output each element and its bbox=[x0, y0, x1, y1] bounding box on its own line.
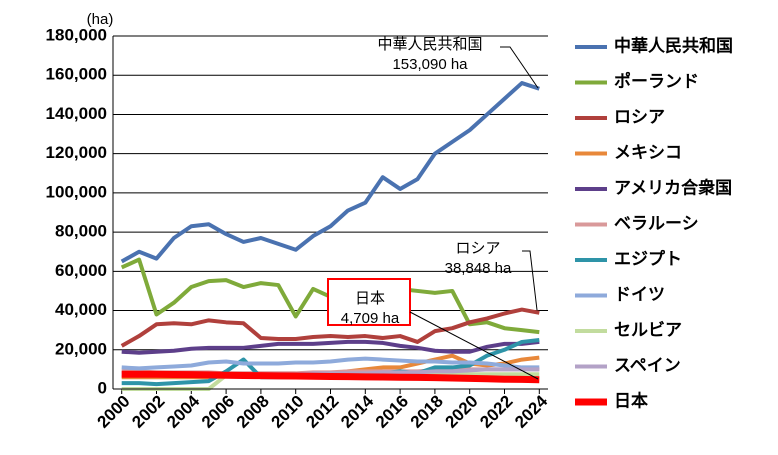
annotation-box bbox=[327, 278, 411, 326]
leader-line bbox=[522, 250, 538, 311]
series-line bbox=[121, 339, 540, 355]
y-axis-label: (ha) bbox=[87, 11, 114, 28]
legend-label: スペイン bbox=[614, 356, 681, 375]
series-line bbox=[120, 307, 540, 348]
y-tick-label: 40,000 bbox=[55, 300, 107, 319]
x-tick-label: 2010 bbox=[268, 392, 308, 432]
series-line bbox=[121, 356, 540, 371]
legend-label: ポーランド bbox=[614, 71, 699, 91]
legend-label: 日本 bbox=[614, 390, 648, 410]
x-tick-label: 2012 bbox=[302, 392, 342, 432]
y-tick-label: 120,000 bbox=[46, 143, 107, 162]
x-tick-label: 2008 bbox=[233, 392, 273, 432]
x-tick-label: 2022 bbox=[476, 392, 516, 432]
x-tick-label: 2000 bbox=[94, 392, 134, 432]
x-tick-label: 2018 bbox=[407, 392, 447, 432]
legend-label: セルビア bbox=[614, 320, 682, 339]
legend-label: ベラルーシ bbox=[614, 214, 699, 233]
y-tick-label: 0 bbox=[98, 378, 107, 397]
x-tick-label: 2006 bbox=[198, 392, 238, 432]
legend-label: エジプト bbox=[614, 248, 682, 268]
annotation: 153,090 ha bbox=[392, 56, 468, 73]
y-tick-label: 80,000 bbox=[55, 222, 107, 241]
series-line bbox=[120, 81, 540, 264]
x-tick-label: 2004 bbox=[163, 391, 204, 432]
y-tick-label: 100,000 bbox=[46, 182, 107, 201]
annotation: 日本 bbox=[355, 290, 385, 307]
legend-label: アメリカ合衆国 bbox=[614, 177, 732, 197]
x-tick-label: 2002 bbox=[128, 392, 168, 432]
y-tick-label: 20,000 bbox=[55, 339, 107, 358]
legend-label: ロシア bbox=[614, 107, 665, 126]
annotation: ロシア bbox=[455, 240, 500, 257]
x-tick-label: 2024 bbox=[511, 391, 552, 432]
y-tick-label: 180,000 bbox=[46, 25, 107, 44]
y-tick-label: 160,000 bbox=[46, 65, 107, 84]
annotation: 4,709 ha bbox=[341, 310, 400, 327]
x-tick-label: 2016 bbox=[372, 392, 412, 432]
series-line bbox=[121, 370, 540, 384]
leader-line bbox=[500, 46, 539, 89]
legend-label: ドイツ bbox=[614, 285, 665, 304]
x-tick-label: 2020 bbox=[442, 392, 482, 432]
y-tick-label: 140,000 bbox=[46, 104, 107, 123]
legend-label: メキシコ bbox=[614, 143, 682, 162]
x-tick-label: 2014 bbox=[337, 391, 378, 432]
legend-label: 中華人民共和国 bbox=[614, 35, 733, 55]
y-tick-label: 60,000 bbox=[55, 261, 107, 280]
annotation: 38,848 ha bbox=[445, 260, 512, 277]
leader-line bbox=[409, 311, 539, 380]
annotation: 中華人民共和国 bbox=[377, 36, 482, 53]
